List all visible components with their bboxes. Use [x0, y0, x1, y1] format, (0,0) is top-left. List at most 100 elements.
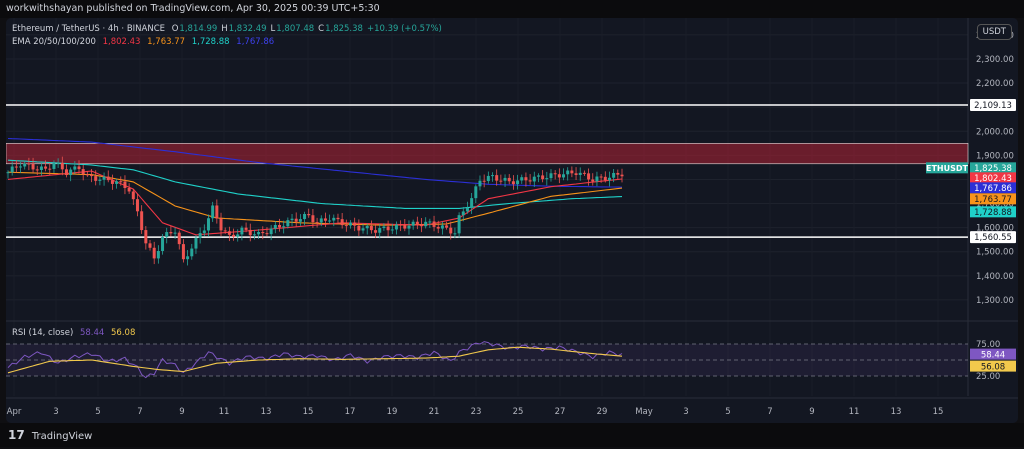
price-label-value: 1,763.77 [974, 195, 1012, 205]
candle-body [198, 233, 202, 238]
candle-body [491, 175, 495, 177]
candle-body [428, 221, 432, 223]
candle-body [524, 177, 528, 181]
rsi-legend: RSI (14, close) 58.44 56.08 [12, 328, 139, 338]
candle-body [549, 173, 553, 179]
price-label-value: 1,825.38 [974, 164, 1012, 174]
candle-body [277, 224, 281, 228]
candle-body [553, 173, 557, 175]
horizontal-level-tag [970, 231, 1016, 244]
candle-body [390, 229, 394, 231]
candle-body [499, 180, 503, 182]
candle-body [248, 229, 252, 236]
candle-body [424, 221, 428, 227]
candle-body [420, 224, 424, 227]
candle-body [607, 177, 611, 181]
candle-body [532, 176, 536, 182]
candle-body [361, 228, 365, 231]
candle-body [98, 179, 102, 181]
candle-body [181, 244, 185, 260]
candle-body [545, 178, 549, 180]
time-tick-label: 17 [345, 407, 356, 417]
time-tick-label: Apr [7, 407, 22, 417]
ohlc-key-l: L [270, 24, 276, 34]
candle-body [574, 173, 578, 175]
candle-body [445, 225, 449, 228]
candle-body [315, 222, 319, 224]
rsi-tick-label: 25.00 [976, 372, 1000, 382]
candle-body [202, 230, 206, 234]
candle-body [461, 211, 465, 216]
time-tick-label: 27 [555, 407, 566, 417]
ohlc-value-c: 1,825.38 [325, 24, 363, 34]
currency-button[interactable]: USDT [976, 24, 1012, 40]
candle-body [566, 170, 570, 175]
candle-body [227, 231, 231, 235]
candle-body [595, 176, 599, 182]
candle-body [382, 226, 386, 229]
price-tick-label: 1,900.00 [976, 151, 1014, 161]
rsi-ma-label: 56.08 [981, 363, 1005, 373]
ohlc-values: O1,814.99 H1,832.49 L1,807.48 C1,825.38 +10.… [172, 24, 446, 34]
candle-body [578, 172, 582, 175]
candle-body [432, 221, 436, 227]
candle-body [169, 232, 173, 234]
price-label-value: 1,802.43 [974, 174, 1012, 184]
ticker-tag-label: ETHUSDT [926, 164, 969, 173]
candle-body [478, 180, 482, 187]
candle-body [194, 237, 198, 249]
candle-body [582, 172, 586, 174]
rsi-ma-value: 56.08 [111, 328, 136, 338]
price-label-value: 1,728.88 [974, 208, 1012, 218]
candle-body [56, 162, 60, 164]
ema50-line [7, 171, 623, 226]
candle-body [536, 175, 540, 177]
time-tick-label: 7 [137, 407, 142, 417]
price-chart-svg[interactable]: 1,300.00 1,400.00 1,500.00 1,600.00 1,700.00… [6, 18, 1018, 423]
ohlc-key-o: O [171, 24, 179, 34]
candle-body [457, 215, 461, 234]
candle-body [298, 219, 302, 222]
time-tick-label: 23 [471, 407, 482, 417]
ema200-value: 1,767.86 [236, 37, 275, 47]
chart-panel[interactable]: 1,300.00 1,400.00 1,500.00 1,600.00 1,700.00… [6, 18, 1018, 423]
time-tick-label: 21 [429, 407, 440, 417]
footer-bar: 17 TradingView [0, 423, 1024, 447]
ema100-line [7, 159, 623, 209]
candle-body [599, 176, 603, 178]
ema-legend: EMA 20/50/100/200 1,802.43 1,763.77 1,72… [12, 37, 278, 47]
candle-body [152, 247, 156, 259]
price-tick-label: 2,300.00 [976, 55, 1014, 65]
rsi-value-label: 58.44 [981, 351, 1005, 361]
candle-body [344, 225, 348, 227]
candle-body [399, 224, 403, 226]
candle-body [282, 226, 286, 228]
candle-body [135, 199, 139, 212]
candle-body [127, 187, 131, 192]
time-tick-label: 7 [767, 407, 772, 417]
time-tick-label: 13 [261, 407, 272, 417]
price-label-tag [970, 172, 1016, 184]
brand-name: TradingView [31, 431, 93, 442]
candle-body [374, 230, 378, 233]
time-tick-label: 11 [849, 407, 860, 417]
candle-body [365, 225, 369, 229]
time-tick-label: 13 [891, 407, 902, 417]
candle-body [215, 205, 219, 219]
ohlc-value-l: 1,807.48 [276, 24, 315, 34]
candle-body [119, 181, 123, 183]
rsi-tick-label: 75.00 [976, 340, 1000, 350]
candle-body [349, 222, 353, 226]
horizontal-level-label: 2,109.13 [974, 101, 1012, 111]
ema-label: EMA 20/50/100/200 [12, 37, 96, 47]
time-tick-label: 3 [53, 407, 58, 417]
candle-body [64, 169, 68, 176]
candle-body [60, 162, 64, 170]
candle-body [257, 231, 261, 235]
candle-body [190, 248, 194, 257]
ohlc-value-o: 1,814.99 [179, 24, 218, 34]
ema20-value: 1,802.43 [102, 37, 141, 47]
candle-body [131, 191, 135, 200]
price-tick-label: 1,500.00 [976, 248, 1014, 258]
candle-body [328, 220, 332, 222]
